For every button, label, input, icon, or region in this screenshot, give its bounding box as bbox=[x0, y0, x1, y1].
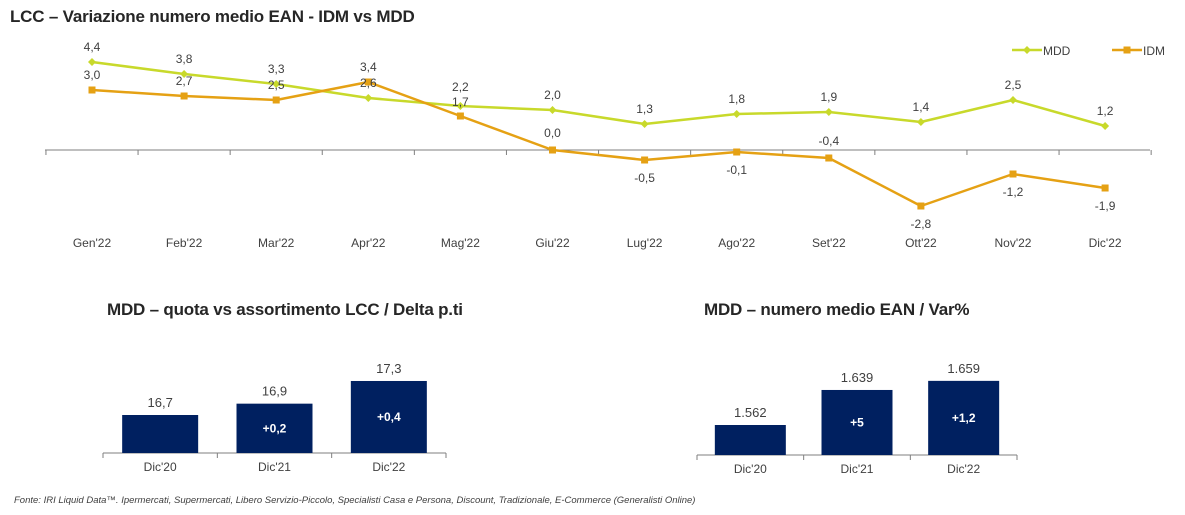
data-point-idm bbox=[549, 146, 556, 154]
data-point-idm bbox=[180, 92, 188, 100]
data-label-idm: 2,7 bbox=[176, 74, 193, 88]
data-label-idm: -2,8 bbox=[911, 217, 932, 231]
data-point-mdd bbox=[732, 110, 741, 118]
data-point-mdd bbox=[1101, 122, 1110, 130]
data-point-mdd bbox=[548, 106, 557, 114]
data-label-mdd: 4,4 bbox=[84, 40, 101, 54]
bar-value-label: 1.639 bbox=[841, 370, 874, 385]
data-point-mdd bbox=[180, 70, 189, 78]
data-point-mdd bbox=[88, 58, 96, 66]
data-label-mdd: 2,5 bbox=[1005, 78, 1022, 92]
bar bbox=[236, 403, 313, 453]
legend-label-mdd: MDD bbox=[1043, 44, 1071, 58]
data-label-idm: 3,0 bbox=[84, 68, 101, 82]
data-label-idm: -0,1 bbox=[726, 163, 747, 177]
data-label-mdd: 2,0 bbox=[544, 88, 561, 102]
series-line-idm bbox=[91, 80, 1106, 208]
data-point-idm bbox=[456, 112, 464, 120]
source-note: Fonte: IRI Liquid Data™. Ipermercati, Su… bbox=[14, 495, 696, 506]
data-label-idm: -0,5 bbox=[634, 171, 655, 185]
line-chart: Gen'22 Feb'22 Mar'22 Apr'22 Mag'22 Giu'22 Lug'… bbox=[45, 40, 1165, 250]
data-point-mdd bbox=[916, 118, 925, 126]
bar-value-label: 16,9 bbox=[262, 384, 287, 399]
chart-title: LCC – Variazione numero medio EAN - IDM … bbox=[10, 7, 415, 26]
x-tick-label: Giu'22 bbox=[535, 236, 570, 250]
bar-value-label: 1.659 bbox=[947, 361, 980, 376]
legend-marker-idm bbox=[1123, 46, 1131, 54]
data-label-idm: 1,7 bbox=[452, 95, 469, 109]
data-label-idm: -0,4 bbox=[818, 134, 839, 148]
bar-category-label: Dic'22 bbox=[947, 462, 980, 476]
x-tick-label: Feb'22 bbox=[166, 236, 203, 250]
quota-chart-title: MDD – quota vs assortimento LCC / Delta … bbox=[107, 300, 463, 319]
bar-delta-label: +0,4 bbox=[377, 410, 401, 424]
data-label-idm: -1,2 bbox=[1003, 185, 1024, 199]
x-tick-label: Ago'22 bbox=[718, 236, 755, 250]
data-label-mdd: 2,2 bbox=[452, 80, 469, 94]
data-point-idm bbox=[733, 148, 741, 156]
data-label-idm: 2,5 bbox=[268, 78, 285, 92]
bar bbox=[714, 425, 786, 455]
x-tick-label: Set'22 bbox=[812, 236, 846, 250]
x-tick-label: Mar'22 bbox=[258, 236, 295, 250]
ean-chart-title: MDD – numero medio EAN / Var% bbox=[704, 300, 970, 319]
data-label-idm: -1,9 bbox=[1095, 199, 1116, 213]
data-point-idm bbox=[1101, 184, 1109, 192]
bar-delta-label: +1,2 bbox=[952, 411, 976, 425]
data-point-idm bbox=[641, 156, 649, 164]
bar-category-label: Dic'21 bbox=[258, 460, 291, 474]
legend-label-idm: IDM bbox=[1143, 44, 1165, 58]
data-point-mdd bbox=[272, 80, 281, 88]
x-tick-label: Ott'22 bbox=[905, 236, 937, 250]
data-point-idm bbox=[825, 154, 833, 162]
bar-delta-label: +0,2 bbox=[263, 421, 287, 435]
data-label-mdd: 3,8 bbox=[176, 52, 193, 66]
x-tick-label: Dic'22 bbox=[1089, 236, 1122, 250]
data-label-mdd: 1,9 bbox=[820, 90, 837, 104]
data-label-idm: 3,4 bbox=[360, 60, 377, 74]
bar bbox=[821, 389, 893, 455]
data-point-mdd bbox=[456, 102, 465, 110]
data-point-mdd bbox=[1009, 96, 1017, 104]
data-label-mdd: 1,2 bbox=[1097, 104, 1114, 118]
data-label-idm: 0,0 bbox=[544, 126, 561, 140]
bar bbox=[928, 380, 1000, 455]
data-label-mdd: 1,3 bbox=[636, 102, 653, 116]
data-point-idm bbox=[364, 78, 372, 86]
bar-category-label: Dic'22 bbox=[372, 460, 405, 474]
data-point-idm bbox=[1009, 170, 1017, 178]
data-label-mdd: 3,3 bbox=[268, 62, 285, 76]
x-tick-label: Nov'22 bbox=[995, 236, 1032, 250]
bar-category-label: Dic'21 bbox=[841, 462, 874, 476]
x-tick-label: Mag'22 bbox=[441, 236, 480, 250]
bar bbox=[350, 380, 427, 453]
bar bbox=[122, 415, 199, 453]
bar-value-label: 16,7 bbox=[148, 395, 173, 410]
data-point-idm bbox=[917, 202, 925, 210]
data-label-mdd: 1,4 bbox=[913, 100, 930, 114]
bar-delta-label: +5 bbox=[850, 415, 864, 429]
x-tick-label: Lug'22 bbox=[627, 236, 663, 250]
legend-marker-mdd bbox=[1023, 46, 1031, 54]
bar-value-label: 1.562 bbox=[734, 405, 767, 420]
data-label-mdd: 1,8 bbox=[728, 92, 745, 106]
bar-value-label: 17,3 bbox=[376, 361, 401, 376]
data-point-mdd bbox=[824, 108, 833, 116]
data-point-mdd bbox=[364, 94, 373, 102]
bar-category-label: Dic'20 bbox=[734, 462, 767, 476]
data-point-idm bbox=[88, 86, 96, 94]
x-tick-label: Apr'22 bbox=[351, 236, 386, 250]
x-tick-label: Gen'22 bbox=[73, 236, 112, 250]
series-line-mdd bbox=[91, 60, 1106, 128]
bar-category-label: Dic'20 bbox=[144, 460, 177, 474]
data-point-mdd bbox=[640, 120, 649, 128]
data-label-mdd: 2,6 bbox=[360, 76, 377, 90]
data-point-idm bbox=[272, 96, 280, 104]
